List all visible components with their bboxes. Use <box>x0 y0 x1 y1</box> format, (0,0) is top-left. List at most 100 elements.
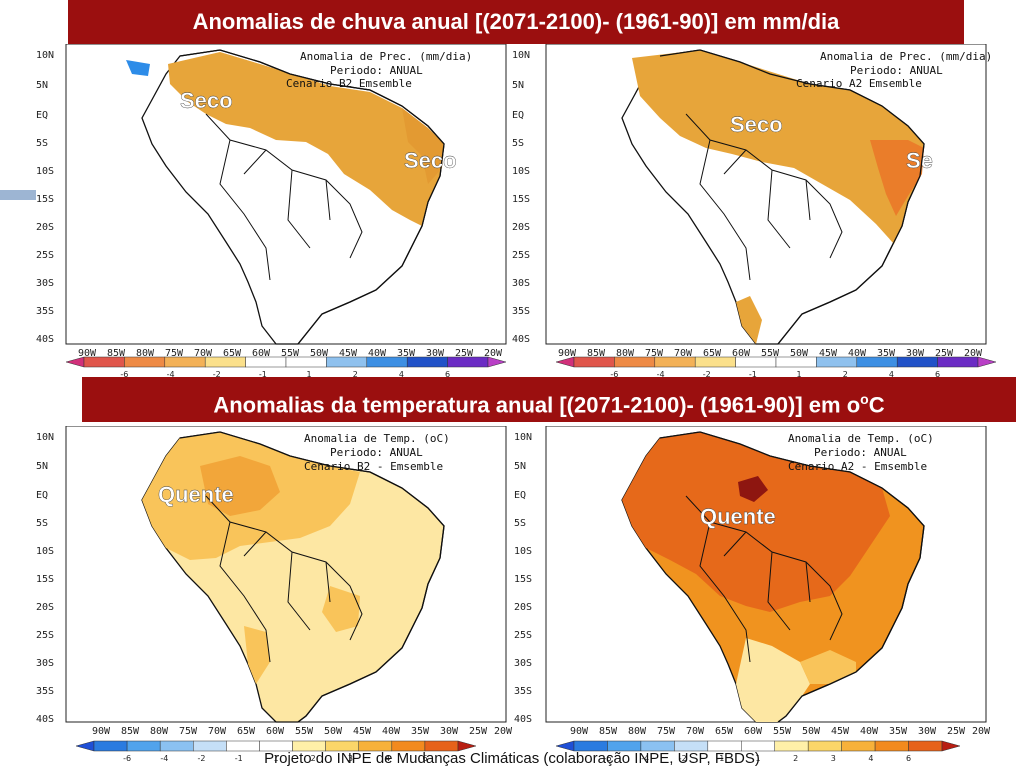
svg-text:70W: 70W <box>686 726 705 737</box>
svg-text:Cenario A2 Emsemble: Cenario A2 Emsemble <box>796 77 922 90</box>
colorbar-tick-label: -1 <box>749 370 757 378</box>
svg-text:75W: 75W <box>179 726 198 737</box>
svg-text:65W: 65W <box>703 348 722 359</box>
temp-b2-lat-axis: 10N 5N EQ 5S 10S 15S 20S 25S 30S 35S 40S <box>36 432 54 725</box>
svg-text:70W: 70W <box>674 348 693 359</box>
colorbar-tick-label: 4 <box>889 370 894 378</box>
precip-a2-header: Anomalia de Prec. (mm/dia) Periodo: ANUA… <box>796 50 992 90</box>
colorbar-swatch <box>816 356 858 368</box>
colorbar-tick-label: 1 <box>273 754 278 763</box>
precipitation-title: Anomalias de chuva anual [(2071-2100)- (… <box>192 9 840 34</box>
temp-b2-label: Quente <box>158 482 234 507</box>
colorbar-tick-label: 2 <box>793 754 798 763</box>
svg-text:50W: 50W <box>802 726 821 737</box>
svg-text:35S: 35S <box>36 686 54 697</box>
temp-a2-lon-axis: 90W 85W 80W 75W 70W 65W 60W 55W 50W 45W 40W 35W 30W 2… <box>570 726 991 737</box>
svg-text:15S: 15S <box>36 194 54 205</box>
svg-text:10N: 10N <box>514 432 532 443</box>
temp-b2-colorbar: -6 -4 -2 -1 1 2 3 4 6 <box>76 740 476 763</box>
svg-text:40S: 40S <box>514 714 532 725</box>
svg-text:80W: 80W <box>136 348 155 359</box>
svg-text:40W: 40W <box>368 348 387 359</box>
colorbar-tick-label: -1 <box>716 754 724 763</box>
svg-text:30S: 30S <box>36 658 54 669</box>
colorbar-tick-label: 2 <box>353 370 358 378</box>
colorbar-swatch <box>366 356 408 368</box>
svg-text:35W: 35W <box>889 726 908 737</box>
svg-text:20S: 20S <box>36 602 54 613</box>
svg-text:EQ: EQ <box>36 110 48 121</box>
svg-text:Anomalia de Prec. (mm/dia): Anomalia de Prec. (mm/dia) <box>820 50 992 63</box>
svg-text:5N: 5N <box>512 80 524 91</box>
colorbar-tick-label: -1 <box>259 370 267 378</box>
svg-text:75W: 75W <box>657 726 676 737</box>
colorbar-swatch <box>573 356 615 368</box>
svg-text:Periodo: ANUAL: Periodo: ANUAL <box>330 446 423 459</box>
colorbar-tick-label: -2 <box>703 370 711 378</box>
svg-text:40W: 40W <box>382 726 401 737</box>
map-precip-b2: Seco Seco Anomalia de Prec. (mm/dia) Per… <box>30 44 520 360</box>
svg-text:70W: 70W <box>208 726 227 737</box>
svg-text:35W: 35W <box>411 726 430 737</box>
svg-text:25S: 25S <box>514 630 532 641</box>
precip-b2-label-2: Seco <box>404 148 457 173</box>
temperature-title: Anomalias da temperatura anual [(2071-21… <box>213 392 861 418</box>
colorbar-swatch <box>694 356 736 368</box>
temp-a2-header: Anomalia de Temp. (oC) Periodo: ANUAL Ce… <box>788 432 934 473</box>
colorbar-swatch <box>245 356 287 368</box>
svg-text:5N: 5N <box>36 80 48 91</box>
colorbar-swatch <box>326 356 368 368</box>
svg-text:Cenario A2 - Emsemble: Cenario A2 - Emsemble <box>788 460 927 473</box>
precip-a2-label-1: Seco <box>730 112 783 137</box>
colorbar-swatch <box>406 356 448 368</box>
svg-text:70W: 70W <box>194 348 213 359</box>
colorbar-end-low <box>66 356 85 368</box>
map-temp-b2: Quente Anomalia de Temp. (oC) Periodo: A… <box>30 426 520 742</box>
svg-text:5N: 5N <box>36 461 48 472</box>
map-temp-a2: Quente Anomalia de Temp. (oC) Periodo: A… <box>510 426 1000 742</box>
svg-text:Anomalia de Temp. (oC): Anomalia de Temp. (oC) <box>304 432 450 445</box>
svg-text:75W: 75W <box>165 348 184 359</box>
svg-text:55W: 55W <box>281 348 300 359</box>
colorbar-swatch <box>614 356 656 368</box>
colorbar-tick-label: -6 <box>610 370 618 378</box>
svg-text:20W: 20W <box>484 348 503 359</box>
svg-text:35W: 35W <box>877 348 896 359</box>
decorative-bar <box>0 190 36 200</box>
svg-text:20S: 20S <box>36 222 54 233</box>
svg-text:10S: 10S <box>36 546 54 557</box>
svg-text:Anomalia de Temp. (oC): Anomalia de Temp. (oC) <box>788 432 934 445</box>
svg-text:15S: 15S <box>36 574 54 585</box>
colorbar-end-low <box>556 356 575 368</box>
svg-text:90W: 90W <box>92 726 111 737</box>
precipitation-title-banner: Anomalias de chuva anual [(2071-2100)- (… <box>68 0 964 44</box>
colorbar-tick-label: 4 <box>385 754 390 763</box>
svg-text:20S: 20S <box>512 222 530 233</box>
svg-text:20W: 20W <box>494 726 513 737</box>
colorbar-tick-label: 2 <box>843 370 848 378</box>
svg-text:40S: 40S <box>36 714 54 725</box>
svg-text:65W: 65W <box>715 726 734 737</box>
svg-text:30S: 30S <box>514 658 532 669</box>
svg-text:35S: 35S <box>514 686 532 697</box>
colorbar-tick-label: 6 <box>445 370 450 378</box>
colorbar-tick-label: -4 <box>160 754 168 763</box>
colorbar-tick-label: 4 <box>868 754 873 763</box>
colorbar-end-high <box>977 356 996 368</box>
svg-text:20S: 20S <box>514 602 532 613</box>
svg-text:35S: 35S <box>512 306 530 317</box>
colorbar-tick-label: -2 <box>213 370 221 378</box>
svg-text:60W: 60W <box>252 348 271 359</box>
svg-text:30S: 30S <box>36 278 54 289</box>
precip-b2-lat-axis: 10N 5N EQ 5S 10S 15S 20S 25S 30S 35S 40S <box>36 50 54 345</box>
svg-text:55W: 55W <box>761 348 780 359</box>
temp-a2-label: Quente <box>700 504 776 529</box>
svg-text:15S: 15S <box>512 194 530 205</box>
footer-credit: Projeto do INPE de Mudanças Climáticas (… <box>264 750 760 767</box>
colorbar-tick-label: 1 <box>755 754 760 763</box>
svg-text:Cenario B2 Emsemble: Cenario B2 Emsemble <box>286 77 412 90</box>
svg-text:60W: 60W <box>266 726 285 737</box>
colorbar-tick-label: -4 <box>657 370 665 378</box>
svg-text:45W: 45W <box>353 726 372 737</box>
colorbar-swatch <box>447 356 489 368</box>
